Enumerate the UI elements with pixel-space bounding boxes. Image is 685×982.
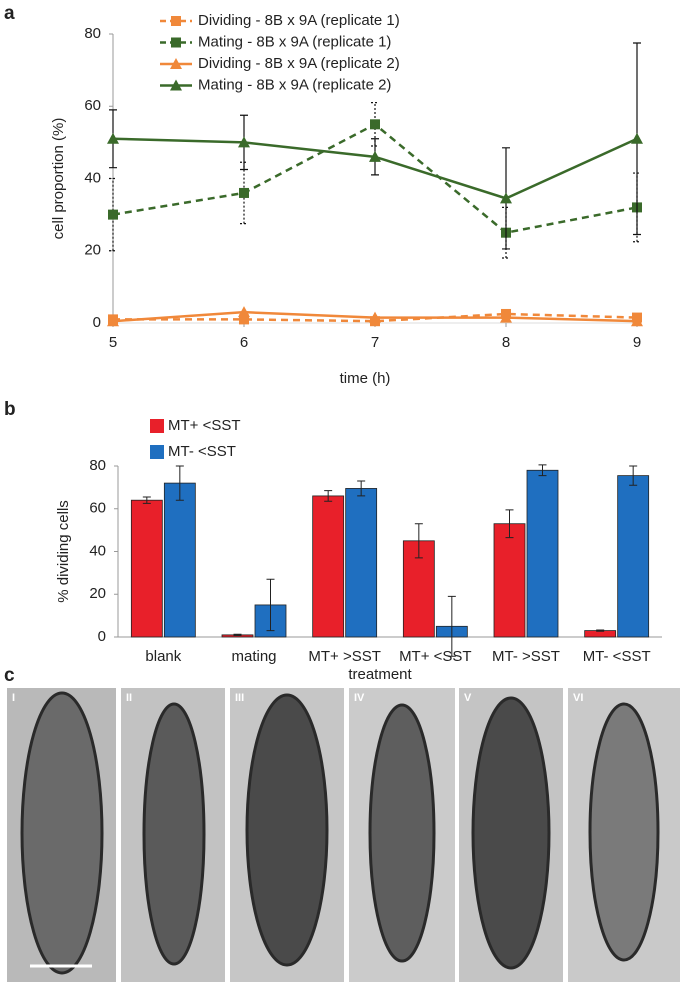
point — [500, 192, 512, 204]
cell — [142, 702, 206, 966]
micrographs: I II III IV V VI — [7, 688, 680, 982]
legend-label: Mating - 8B x 9A (replicate 2) — [198, 76, 391, 93]
legend-label: Mating - 8B x 9A (replicate 1) — [198, 33, 391, 50]
legend-marker — [171, 37, 181, 48]
x-axis-label: treatment — [348, 666, 412, 683]
panel-label: c — [4, 665, 15, 686]
y-tick-label: 20 — [89, 585, 106, 602]
series-line — [113, 312, 638, 323]
cell — [368, 703, 436, 963]
y-axis-label: % dividing cells — [55, 500, 72, 603]
x-tick-label: MT+ <SST — [399, 648, 472, 665]
y-tick-label: 0 — [93, 314, 101, 331]
bar — [163, 482, 196, 638]
error-bar — [175, 465, 184, 501]
x-tick-label: 9 — [633, 334, 641, 351]
panel-label: b — [4, 399, 16, 420]
bar — [493, 523, 526, 638]
point — [369, 150, 381, 162]
bar — [312, 495, 345, 638]
micrograph-label: V — [464, 692, 472, 704]
bar — [402, 540, 435, 638]
point — [238, 136, 250, 148]
x-tick-label: mating — [231, 648, 276, 665]
y-tick-label: 80 — [89, 457, 106, 474]
y-tick-label: 40 — [84, 169, 101, 186]
x-tick-label: MT+ >SST — [308, 648, 381, 665]
point — [369, 311, 381, 323]
error-bar — [538, 464, 547, 477]
error-bar — [414, 523, 423, 559]
y-tick-label: 0 — [98, 628, 106, 645]
error-bar — [357, 480, 366, 497]
point — [500, 311, 512, 323]
x-tick-label: 7 — [371, 334, 379, 351]
micrograph-label: IV — [354, 692, 365, 704]
point — [631, 315, 643, 327]
legend-label: MT+ <SST — [168, 417, 241, 434]
error-bar — [233, 633, 242, 637]
error-bar — [142, 496, 151, 504]
point — [239, 187, 249, 198]
bar — [345, 488, 378, 638]
micrograph-label: I — [12, 692, 15, 704]
y-tick-label: 60 — [89, 500, 106, 517]
y-tick-label: 40 — [89, 542, 106, 559]
error-bar — [629, 465, 638, 486]
error-bar — [447, 595, 456, 657]
legend-label: MT- <SST — [168, 443, 236, 460]
bar — [130, 499, 163, 638]
micrograph-label: II — [126, 692, 132, 704]
error-bar — [324, 490, 333, 502]
x-tick-label: 8 — [502, 334, 510, 351]
micrograph-label: VI — [573, 692, 583, 704]
bar — [617, 475, 650, 638]
point — [631, 132, 643, 144]
legend-marker — [170, 79, 182, 91]
y-tick-label: 80 — [84, 25, 101, 42]
x-tick-label: 6 — [240, 334, 248, 351]
point — [370, 119, 380, 130]
bar — [526, 469, 559, 638]
legend-label: Dividing - 8B x 9A (replicate 1) — [198, 12, 400, 29]
point — [238, 306, 250, 318]
cell — [588, 702, 660, 962]
x-tick-label: MT- <SST — [583, 648, 651, 665]
cell — [245, 693, 329, 967]
y-tick-label: 20 — [84, 242, 101, 259]
point — [108, 209, 118, 220]
legend-marker — [170, 58, 182, 69]
error-bar — [505, 509, 514, 539]
legend-swatch — [150, 419, 164, 433]
legend-swatch — [150, 445, 164, 459]
x-tick-label: 5 — [109, 334, 117, 351]
point — [107, 132, 119, 144]
panel-label: a — [4, 3, 15, 24]
y-axis-label: cell proportion (%) — [50, 118, 67, 240]
legend-label: Dividing - 8B x 9A (replicate 2) — [198, 55, 400, 72]
cell — [20, 691, 104, 975]
point — [239, 314, 249, 325]
x-axis-label: time (h) — [340, 370, 391, 387]
x-tick-label: MT- >SST — [492, 648, 560, 665]
error-bar — [266, 578, 275, 632]
micrograph-label: III — [235, 692, 244, 704]
x-tick-label: blank — [145, 648, 181, 665]
error-bar — [596, 629, 605, 632]
legend-marker — [171, 16, 181, 26]
y-tick-label: 60 — [84, 97, 101, 114]
cell — [471, 696, 551, 970]
point — [107, 315, 119, 327]
